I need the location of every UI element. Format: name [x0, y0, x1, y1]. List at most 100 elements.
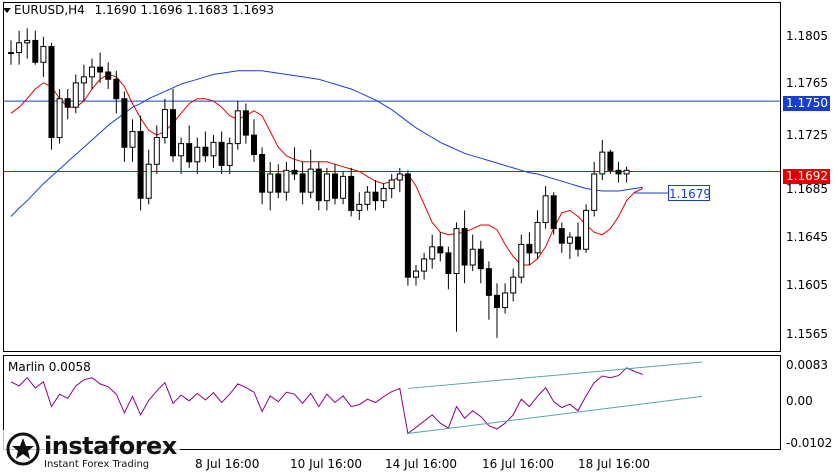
bull-candle [388, 179, 395, 190]
bear-candle [137, 130, 144, 199]
channel-upper-line [407, 361, 703, 389]
bull-candle [56, 98, 63, 139]
bull-candle [453, 228, 460, 275]
date-tick: 18 Jul 16:00 [578, 457, 650, 471]
price-tick: 1.1805 [786, 29, 828, 43]
bear-candle [461, 228, 468, 266]
bull-candle [226, 143, 233, 166]
bull-candle [340, 175, 347, 199]
bull-candle [89, 66, 95, 78]
logo-star-icon [6, 432, 40, 466]
bull-candle [323, 173, 330, 202]
bear-candle [218, 141, 225, 166]
bear-candle [404, 173, 411, 278]
bull-candle [307, 168, 314, 193]
bear-candle [242, 110, 249, 136]
symbol-menu-icon[interactable] [3, 8, 11, 13]
price-tick: 1.1645 [786, 230, 828, 244]
oscillator-tick: -0.0102 [786, 436, 833, 450]
bull-candle [24, 39, 31, 44]
bull-candle [599, 151, 606, 175]
bear-candle [202, 146, 209, 157]
price-tick: 1.1685 [786, 182, 828, 196]
bull-candle [429, 246, 436, 260]
bull-candle [234, 110, 241, 145]
bull-candle [178, 143, 185, 157]
symbol-header: EURUSD,H4 1.1690 1.1696 1.1683 1.1693 [14, 3, 274, 17]
price-pane[interactable] [3, 2, 781, 352]
bear-candle [332, 173, 338, 199]
bull-candle [510, 276, 517, 294]
bear-candle [275, 173, 282, 193]
bear-candle [259, 154, 266, 193]
bull-candle [623, 169, 630, 175]
bear-candle [186, 143, 193, 163]
bull-candle [129, 130, 136, 148]
price-tick: 1.1725 [786, 128, 828, 142]
bear-candle [32, 39, 39, 63]
bull-candle [380, 188, 387, 202]
bull-candle [396, 173, 403, 181]
bull-candle [518, 243, 525, 278]
bull-candle [267, 173, 274, 193]
price-tick: 1.1565 [786, 327, 828, 341]
bear-candle [485, 268, 492, 296]
bear-candle [348, 175, 355, 211]
bear-candle [291, 169, 298, 175]
bull-candle [153, 137, 160, 165]
bull-candle [413, 270, 419, 278]
bear-candle [615, 169, 622, 175]
bear-candle [299, 173, 306, 193]
bull-candle [542, 195, 549, 224]
ma-value-callout: 1.1679 [668, 185, 711, 201]
bull-candle [8, 52, 14, 55]
bull-candle [161, 109, 168, 139]
bear-candle [113, 78, 120, 100]
bear-candle [437, 246, 444, 254]
bear-candle [494, 294, 500, 309]
symbol-name: EURUSD,H4 [14, 3, 85, 17]
bull-candle [534, 222, 541, 254]
bull-candle [283, 169, 290, 193]
bear-candle [550, 195, 557, 230]
bear-candle [445, 252, 452, 275]
bear-candle [477, 248, 484, 270]
logo-tagline: Instant Forex Trading [44, 459, 150, 470]
date-tick: 14 Jul 16:00 [385, 457, 457, 471]
bull-candle [80, 76, 87, 84]
bull-candle [566, 236, 573, 244]
bear-candle [105, 71, 112, 80]
bull-candle [591, 173, 598, 211]
bull-candle [16, 42, 23, 54]
bear-candle [372, 191, 379, 202]
oscillator-tick: 0.00 [786, 394, 813, 408]
slow-moving-average-line [10, 70, 643, 217]
bear-candle [575, 236, 581, 250]
bear-candle [64, 98, 71, 108]
level-badge-blue: 1.1750 [783, 96, 830, 111]
bull-candle [194, 146, 201, 163]
bull-candle [583, 209, 590, 250]
bull-candle [72, 82, 79, 108]
date-tick: 10 Jul 16:00 [290, 457, 362, 471]
oscillator-tick: 0.0083 [786, 358, 828, 372]
price-tick: 1.1605 [786, 278, 828, 292]
bull-candle [502, 292, 509, 309]
bull-candle [40, 45, 47, 63]
channel-lower-line [407, 395, 703, 435]
date-tick: 8 Jul 16:00 [195, 457, 260, 471]
bull-candle [210, 141, 217, 157]
oscillator-pane[interactable] [3, 355, 781, 450]
oscillator-title: Marlin 0.0058 [8, 360, 91, 374]
bear-candle [315, 168, 322, 202]
logo-name: instaforex [44, 432, 177, 460]
bull-candle [364, 191, 371, 205]
bear-candle [170, 109, 176, 157]
price-tick: 1.1765 [786, 76, 828, 90]
date-tick: 16 Jul 16:00 [482, 457, 554, 471]
bull-candle [145, 163, 152, 199]
bull-candle [469, 248, 476, 266]
brand-logo: instaforex Instant Forex Trading [0, 430, 180, 476]
